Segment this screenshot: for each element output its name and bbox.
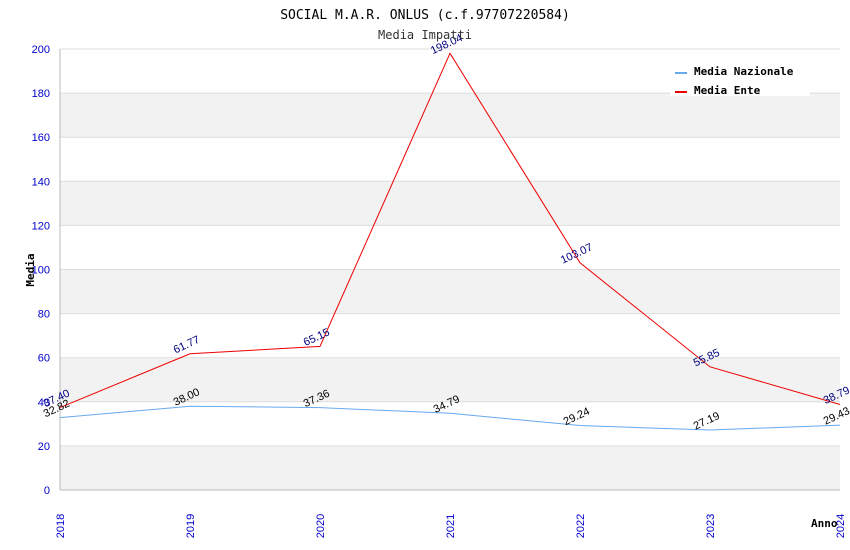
- y-tick-label: 20: [38, 441, 50, 453]
- band: [60, 225, 840, 270]
- y-tick-labels: 0 20 40 60 80 100 120 140 160 180 200: [32, 44, 50, 497]
- background-bands: [60, 49, 840, 490]
- y-tick-label: 40: [38, 397, 50, 409]
- series-lines: [59, 52, 841, 431]
- y-tick-label: 120: [32, 220, 50, 232]
- y-tick-label: 160: [32, 132, 50, 144]
- band: [60, 313, 840, 358]
- band: [60, 137, 840, 182]
- band: [60, 93, 840, 138]
- x-tick-label: 2023: [705, 514, 717, 538]
- y-tick-label: 60: [38, 353, 50, 365]
- x-tick-label: 2018: [55, 514, 67, 538]
- chart-title: SOCIAL M.A.R. ONLUS (c.f.97707220584): [280, 8, 570, 23]
- y-tick-label: 140: [32, 176, 50, 188]
- legend-label-nazionale: Media Nazionale: [694, 65, 794, 78]
- chart-subtitle: Media Impatti: [378, 28, 472, 42]
- legend: Media Nazionale Media Ente: [670, 60, 810, 97]
- y-tick-label: 200: [32, 44, 50, 56]
- x-tick-label: 2024: [835, 514, 847, 538]
- x-tick-label: 2020: [315, 514, 327, 538]
- y-tick-label: 100: [32, 265, 50, 277]
- band: [60, 401, 840, 446]
- legend-label-ente: Media Ente: [694, 84, 761, 97]
- legend-box: [670, 60, 810, 96]
- y-tick-label: 80: [38, 309, 50, 321]
- band: [60, 181, 840, 226]
- x-tick-label: 2021: [445, 514, 457, 538]
- x-axis-label: Anno: [811, 517, 838, 530]
- y-axis-label: Media: [24, 253, 37, 286]
- x-tick-label: 2022: [575, 514, 587, 538]
- axes: [59, 49, 840, 491]
- y-tick-label: 0: [44, 485, 50, 497]
- y-tick-label: 180: [32, 88, 50, 100]
- x-tick-labels: 2018 2019 2020 2021 2022 2023 2024: [55, 514, 847, 538]
- band: [60, 269, 840, 314]
- band: [60, 357, 840, 402]
- x-tick-label: 2019: [185, 514, 197, 538]
- series-line-ente: [59, 52, 841, 408]
- series-line-nazionale: [59, 405, 841, 431]
- band: [60, 445, 840, 490]
